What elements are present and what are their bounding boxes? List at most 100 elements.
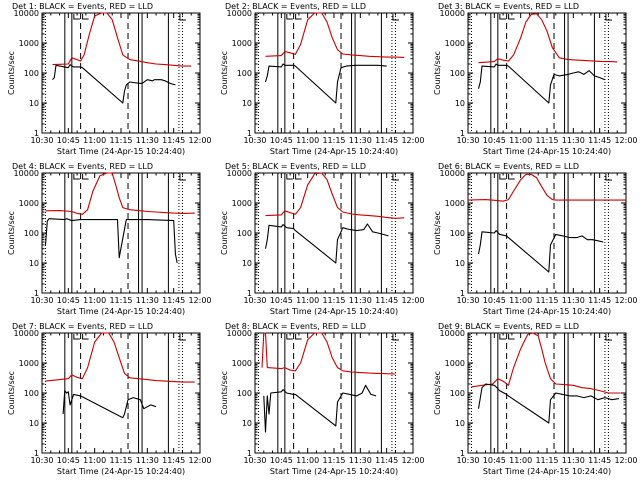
- x-tick-label: 11:15: [322, 296, 345, 305]
- interval-marker: [499, 174, 506, 180]
- y-tick-label: 10000: [440, 9, 465, 18]
- chart-det-5: Det 5: BLACK = Events, RED = LLD 1 10 100 10…: [220, 162, 425, 316]
- x-tick-label: 11:30: [136, 136, 159, 145]
- y-tick-label: 1000: [445, 359, 465, 368]
- series-black-events-line: [44, 218, 178, 264]
- interval-marker: [73, 14, 80, 20]
- y-tick-label: 1000: [445, 199, 465, 208]
- y-tick-label: 1: [460, 129, 465, 138]
- x-tick-label: 11:00: [296, 136, 319, 145]
- x-tick-label: 10:30: [456, 456, 479, 465]
- chart-title: Det 7: BLACK = Events, RED = LLD: [12, 322, 153, 331]
- interval-marker: [82, 14, 89, 20]
- y-tick-label: 10000: [440, 169, 465, 178]
- x-tick-label: 11:45: [162, 456, 185, 465]
- x-tick-label: 12:00: [614, 136, 637, 145]
- series-red-lld-line: [45, 172, 195, 215]
- series-black-events-line: [477, 383, 620, 424]
- x-tick-label: 10:45: [483, 456, 506, 465]
- y-tick-label: 10: [455, 259, 465, 268]
- series-black-events-line: [263, 384, 377, 433]
- plot-frame: [467, 332, 627, 454]
- y-tick-label: 10000: [14, 329, 39, 338]
- plot-frame: [41, 12, 201, 134]
- x-tick-label: 11:15: [322, 456, 345, 465]
- y-tick-label: 1000: [232, 359, 252, 368]
- x-tick-label: 10:30: [30, 136, 53, 145]
- series-red-lld-line: [467, 173, 626, 202]
- y-tick-label: 1000: [445, 39, 465, 48]
- x-tick-label: 10:30: [456, 136, 479, 145]
- x-tick-label: 11:15: [535, 136, 558, 145]
- plot-frame: [254, 12, 414, 134]
- chart-title: Det 9: BLACK = Events, RED = LLD: [438, 322, 579, 331]
- series-red-lld-line: [471, 332, 621, 394]
- series-black-events-line: [477, 230, 604, 273]
- chart-title: Det 2: BLACK = Events, RED = LLD: [225, 2, 366, 11]
- series-black-events-line: [264, 63, 387, 104]
- y-tick-label: 1: [247, 129, 252, 138]
- y-tick-label: 100: [237, 389, 252, 398]
- y-tick-label: 10: [242, 419, 252, 428]
- x-tick-label: 10:45: [270, 456, 293, 465]
- x-axis-label: Start Time (24-Apr-15 10:24:40): [270, 467, 398, 476]
- x-tick-label: 10:45: [270, 136, 293, 145]
- chart-title: Det 3: BLACK = Events, RED = LLD: [438, 2, 579, 11]
- y-tick-label: 10000: [440, 329, 465, 338]
- x-tick-label: 11:00: [509, 456, 532, 465]
- series-red-lld-line: [265, 12, 405, 58]
- y-tick-label: 10: [29, 259, 39, 268]
- interval-marker: [392, 14, 399, 21]
- interval-marker: [179, 14, 186, 21]
- x-tick-label: 11:15: [535, 296, 558, 305]
- x-tick-label: 11:00: [296, 456, 319, 465]
- series-red-lld-line: [261, 332, 396, 375]
- x-tick-label: 12:00: [614, 456, 637, 465]
- y-tick-label: 1: [460, 449, 465, 458]
- x-tick-label: 11:45: [162, 296, 185, 305]
- series-red-lld-line: [52, 12, 192, 67]
- x-axis-label: Start Time (24-Apr-15 10:24:40): [270, 307, 398, 316]
- interval-marker: [508, 14, 515, 20]
- x-tick-label: 10:30: [456, 296, 479, 305]
- x-tick-label: 11:15: [109, 296, 132, 305]
- x-axis-label: Start Time (24-Apr-15 10:24:40): [57, 147, 185, 156]
- x-axis-label: Start Time (24-Apr-15 10:24:40): [483, 307, 611, 316]
- x-tick-label: 10:45: [483, 296, 506, 305]
- x-tick-label: 11:30: [349, 296, 372, 305]
- y-axis-label: Counts/sec: [433, 211, 442, 255]
- y-tick-label: 100: [237, 69, 252, 78]
- interval-marker: [508, 174, 515, 180]
- x-tick-label: 11:30: [136, 456, 159, 465]
- y-tick-label: 10000: [227, 9, 252, 18]
- x-tick-label: 11:00: [83, 136, 106, 145]
- x-tick-label: 11:30: [562, 296, 585, 305]
- interval-marker: [508, 334, 515, 340]
- x-tick-label: 11:15: [109, 456, 132, 465]
- y-tick-label: 1000: [19, 359, 39, 368]
- y-tick-label: 10: [455, 419, 465, 428]
- chart-det-9: Det 9: BLACK = Events, RED = LLD 1 10 100 10…: [433, 322, 638, 476]
- x-tick-label: 12:00: [401, 456, 424, 465]
- series-black-events-line: [264, 223, 389, 264]
- x-tick-label: 10:45: [57, 136, 80, 145]
- x-tick-label: 11:00: [509, 136, 532, 145]
- chart-det-1: Det 1: BLACK = Events, RED = LLD 1 10 100 10…: [7, 2, 212, 156]
- x-tick-label: 12:00: [188, 296, 211, 305]
- series-black-events-line: [477, 63, 606, 104]
- interval-marker: [605, 174, 612, 181]
- chart-det-8: Det 8: BLACK = Events, RED = LLD 1 10 100 10…: [220, 322, 425, 476]
- x-tick-label: 10:30: [243, 296, 266, 305]
- interval-marker: [82, 334, 89, 340]
- x-tick-label: 11:30: [562, 136, 585, 145]
- y-tick-label: 10000: [14, 9, 39, 18]
- x-axis-label: Start Time (24-Apr-15 10:24:40): [483, 467, 611, 476]
- y-tick-label: 100: [237, 229, 252, 238]
- plot-frame: [254, 332, 414, 454]
- x-tick-label: 10:30: [243, 136, 266, 145]
- chart-det-4: Det 4: BLACK = Events, RED = LLD 1 10 100 10…: [7, 162, 212, 316]
- x-axis-label: Start Time (24-Apr-15 10:24:40): [57, 467, 185, 476]
- x-tick-label: 11:45: [162, 136, 185, 145]
- series-red-lld-line: [45, 332, 195, 383]
